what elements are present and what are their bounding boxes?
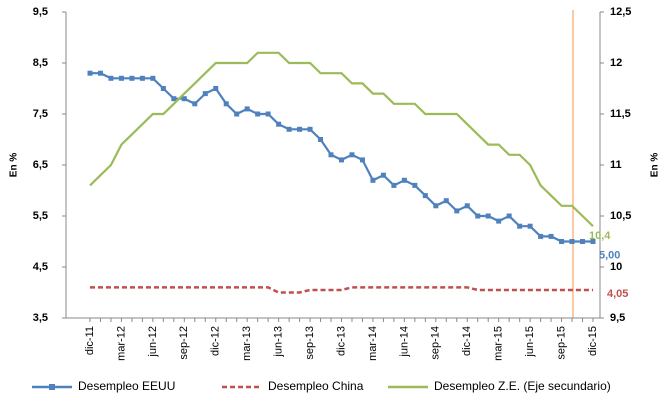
x-tick-label: sep-15 — [555, 326, 567, 360]
series-line — [89, 51, 594, 227]
marker — [496, 218, 502, 224]
series-line — [90, 72, 593, 243]
x-tick-label: dic-15 — [587, 326, 599, 356]
y2-axis-title: En % — [650, 153, 661, 178]
marker — [118, 75, 124, 81]
marker — [87, 70, 93, 76]
marker — [234, 111, 240, 117]
marker — [223, 101, 229, 107]
marker — [108, 75, 114, 81]
x-tick-label: jun-15 — [524, 326, 536, 358]
marker — [506, 213, 512, 219]
marker — [97, 70, 103, 76]
y2-tick-label: 10,5 — [610, 210, 631, 222]
marker — [255, 111, 261, 117]
legend-label: Desempleo China — [268, 379, 364, 393]
marker — [391, 182, 397, 188]
marker — [139, 75, 145, 81]
marker — [412, 182, 418, 188]
y2-tick-label: 11,5 — [610, 108, 631, 120]
marker — [129, 75, 135, 81]
x-tick-label: dic-13 — [335, 326, 347, 356]
marker — [297, 126, 303, 132]
x-tick-label: mar-14 — [367, 326, 379, 361]
series-line — [90, 286, 593, 294]
marker — [422, 193, 428, 199]
legend-label: Desempleo EEUU — [78, 379, 175, 393]
y-tick-label: 6,5 — [33, 159, 48, 171]
marker — [286, 126, 292, 132]
marker — [527, 223, 533, 229]
marker — [443, 198, 449, 204]
marker — [559, 239, 565, 244]
x-tick-label: jun-13 — [273, 326, 285, 358]
marker — [517, 223, 523, 229]
y-tick-label: 5,5 — [33, 210, 48, 222]
y-axis-title: En % — [9, 153, 20, 178]
marker — [160, 86, 166, 91]
marker — [464, 203, 470, 209]
marker — [265, 111, 271, 117]
x-tick-label: sep-12 — [178, 326, 190, 360]
marker — [171, 96, 177, 102]
x-tick-label: dic-12 — [210, 326, 222, 356]
y-tick-label: 3,5 — [33, 312, 48, 324]
x-tick-label: dic-11 — [84, 326, 96, 355]
x-tick-label: mar-15 — [493, 326, 505, 361]
marker — [328, 152, 334, 158]
marker — [307, 126, 313, 132]
legend-label: Desempleo Z.E. (Eje secundario) — [434, 379, 611, 393]
data-label: 10,4 — [589, 230, 611, 242]
x-tick-label: sep-14 — [430, 326, 442, 360]
data-label: 4,05 — [607, 288, 628, 300]
marker — [202, 91, 208, 97]
marker — [401, 177, 407, 183]
marker — [150, 75, 156, 81]
marker — [380, 172, 386, 178]
x-tick-label: mar-12 — [115, 326, 127, 361]
marker — [433, 203, 439, 209]
y-tick-label: 9,5 — [33, 6, 48, 18]
y2-tick-label: 12,5 — [610, 6, 631, 18]
x-tick-label: sep-13 — [304, 326, 316, 360]
marker — [538, 233, 544, 239]
x-tick-label: jun-14 — [398, 326, 410, 358]
marker — [244, 106, 250, 112]
y2-tick-label: 10 — [610, 261, 622, 273]
y-tick-label: 8,5 — [33, 57, 48, 69]
marker — [181, 96, 187, 102]
legend-marker — [49, 384, 55, 390]
marker — [569, 239, 575, 244]
x-tick-label: jun-12 — [147, 326, 159, 358]
marker — [580, 239, 586, 244]
y-tick-label: 4,5 — [33, 261, 48, 273]
y2-tick-label: 9,5 — [610, 312, 625, 324]
marker — [318, 137, 324, 142]
marker — [276, 121, 282, 127]
marker — [213, 86, 219, 91]
marker — [454, 208, 460, 214]
x-tick-label: dic-14 — [461, 326, 473, 356]
marker — [475, 213, 481, 219]
marker — [370, 177, 376, 183]
marker — [339, 157, 344, 163]
y2-tick-label: 12 — [610, 57, 622, 69]
marker — [485, 213, 491, 219]
marker — [359, 157, 365, 163]
data-label: 5,00 — [599, 249, 620, 261]
marker — [590, 239, 596, 244]
marker — [192, 101, 198, 107]
marker — [349, 152, 355, 158]
y2-tick-label: 11 — [610, 159, 622, 171]
marker — [548, 233, 554, 239]
x-tick-label: mar-13 — [241, 326, 253, 361]
y-tick-label: 7,5 — [33, 108, 48, 120]
